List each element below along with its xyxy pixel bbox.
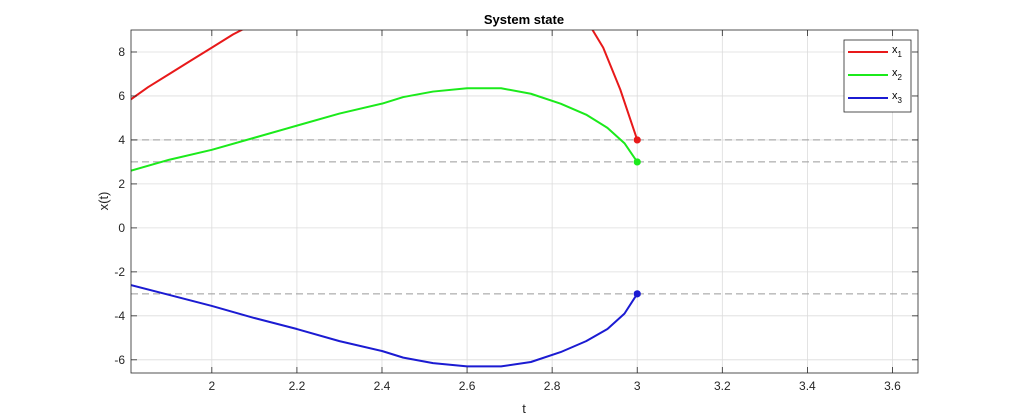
y-tick-label: -4 — [114, 309, 125, 323]
x-axis-label: t — [522, 401, 526, 416]
y-tick-label: 8 — [118, 45, 125, 59]
plot-area — [131, 30, 918, 373]
endpoint-marker-x3 — [633, 290, 641, 298]
x-axis-ticks: 2 2.2 2.4 2.6 2.8 3 3.2 3.4 3.6 — [208, 30, 901, 393]
legend: x1 x2 x3 — [843, 39, 912, 113]
x-tick-label: 3.2 — [714, 379, 731, 393]
series-line-x2 — [131, 87, 639, 172]
x-tick-label: 2.4 — [374, 379, 391, 393]
y-axis-label: x(t) — [96, 192, 111, 211]
legend-label-x2: x2 — [892, 67, 903, 82]
x-tick-label: 2 — [208, 379, 215, 393]
x-tick-label: 3.6 — [884, 379, 901, 393]
y-tick-label: 4 — [118, 133, 125, 147]
x-tick-label: 3 — [634, 379, 641, 393]
legend-label-x1: x1 — [892, 44, 903, 59]
series-line-x3 — [131, 284, 639, 368]
legend-label-x3: x3 — [892, 90, 903, 105]
plot-frame — [130, 29, 919, 374]
chart-title: System state — [484, 12, 564, 27]
y-axis-ticks: -6 -4 -2 0 2 4 6 8 — [114, 45, 918, 367]
y-tick-label: 6 — [118, 89, 125, 103]
endpoint-markers — [633, 136, 641, 298]
endpoint-marker-x2 — [633, 158, 641, 166]
y-tick-label: -2 — [114, 265, 125, 279]
y-tick-label: 0 — [118, 221, 125, 235]
y-tick-label: -6 — [114, 353, 125, 367]
endpoint-marker-x1 — [633, 136, 641, 144]
y-tick-label: 2 — [118, 177, 125, 191]
x-tick-label: 2.2 — [289, 379, 306, 393]
x-tick-label: 2.8 — [544, 379, 561, 393]
x-tick-label: 3.4 — [799, 379, 816, 393]
x-tick-label: 2.6 — [459, 379, 476, 393]
reference-lines — [131, 139, 918, 295]
grid-lines — [131, 30, 918, 373]
